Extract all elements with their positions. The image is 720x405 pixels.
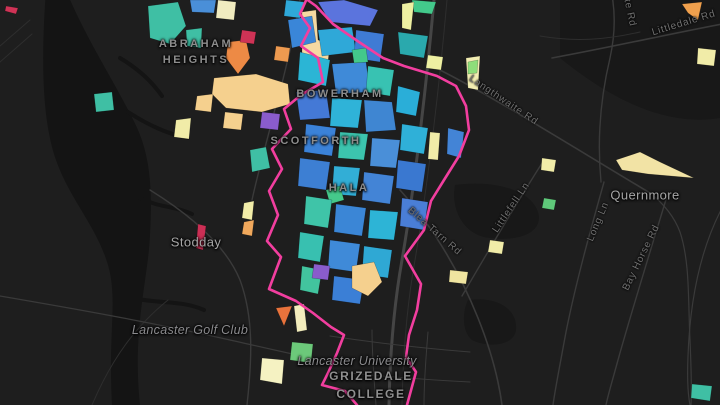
map-region[interactable] (194, 93, 214, 113)
road-top-right-lane (539, 31, 641, 40)
map-region[interactable] (487, 239, 505, 255)
map-region[interactable] (369, 137, 401, 169)
map-region[interactable] (540, 157, 557, 173)
map-region[interactable] (241, 200, 255, 221)
map-region[interactable] (448, 269, 469, 285)
map-region[interactable] (241, 219, 255, 237)
map-region[interactable] (690, 383, 713, 402)
map-region[interactable] (259, 111, 281, 131)
road-long-ln (552, 181, 605, 405)
road-golf-path (91, 299, 169, 405)
map-region[interactable] (325, 185, 345, 205)
landuse-dark (463, 299, 517, 345)
map-region[interactable] (147, 1, 187, 45)
road-rail (401, 0, 448, 405)
ward-boundary-west (265, 0, 359, 405)
road-littlefell (461, 159, 545, 297)
map-region[interactable] (173, 117, 192, 140)
map-region[interactable] (189, 0, 217, 14)
landuse-dark (560, 0, 720, 120)
map-region[interactable] (399, 123, 429, 155)
map-region[interactable] (249, 146, 271, 173)
map-region[interactable] (446, 127, 465, 159)
road-uni-road-2 (337, 371, 471, 383)
map-region[interactable] (541, 197, 557, 211)
road-corner-1 (0, 19, 31, 47)
map-region[interactable] (4, 5, 19, 15)
road-stodday-lane (149, 189, 252, 405)
map-region[interactable] (211, 73, 291, 113)
ward-boundary-east (305, 0, 471, 405)
map-region[interactable] (329, 97, 363, 129)
map-region[interactable] (696, 47, 717, 67)
map-region[interactable] (351, 47, 369, 64)
map-region[interactable] (222, 111, 244, 131)
creek (138, 196, 194, 216)
road-a6 (387, 0, 436, 405)
map-region[interactable] (337, 131, 369, 161)
map-region[interactable] (311, 263, 331, 281)
road-uni-road-4 (423, 331, 429, 405)
map-region[interactable] (397, 31, 429, 59)
road-quernmore-link (649, 192, 693, 405)
map-region[interactable] (425, 54, 444, 71)
map-region[interactable] (93, 91, 115, 113)
creek (130, 296, 206, 312)
road-east-mid (687, 210, 720, 405)
map-region[interactable] (273, 45, 291, 63)
map-region[interactable] (317, 26, 357, 57)
map-region[interactable] (399, 197, 429, 231)
map-region[interactable] (303, 195, 333, 229)
map-region[interactable] (401, 1, 415, 31)
map-region[interactable] (225, 39, 251, 75)
map-region[interactable] (331, 61, 371, 95)
road-uni-road-1 (329, 335, 471, 353)
map-region[interactable] (411, 0, 437, 15)
map-region[interactable] (395, 159, 427, 193)
road-corner-2 (0, 33, 33, 63)
map-region[interactable] (297, 231, 325, 263)
map-region[interactable] (681, 1, 703, 21)
map-region[interactable] (367, 209, 399, 241)
map-region[interactable] (215, 0, 237, 21)
map-region[interactable] (395, 85, 421, 117)
map-region[interactable] (287, 15, 317, 49)
road-uni-road-3 (371, 329, 377, 405)
map-region[interactable] (467, 59, 479, 75)
map-region[interactable] (427, 131, 441, 161)
map-region[interactable] (295, 89, 331, 121)
river-water (43, 0, 151, 405)
map-region[interactable] (363, 99, 397, 133)
map-region[interactable] (259, 357, 285, 385)
landuse-dark (454, 183, 539, 239)
road-golf-road (0, 295, 331, 363)
map-region[interactable] (333, 203, 367, 237)
map-region[interactable] (365, 65, 395, 97)
map-region[interactable] (275, 305, 293, 327)
map-region[interactable] (297, 157, 331, 191)
map-region[interactable] (303, 123, 337, 157)
map-region[interactable] (351, 261, 383, 297)
map-region[interactable] (185, 27, 203, 49)
map-region[interactable] (195, 223, 207, 251)
road-langthwaite (439, 69, 651, 194)
road-littledale (551, 23, 720, 59)
map-region[interactable] (289, 341, 314, 364)
road-north-vert (598, 0, 615, 183)
map-region[interactable] (615, 151, 695, 179)
map-region[interactable] (239, 29, 257, 45)
road-bay-horse (605, 192, 669, 405)
creek (118, 56, 164, 98)
map-region[interactable] (317, 0, 379, 27)
map-region[interactable] (361, 171, 395, 205)
